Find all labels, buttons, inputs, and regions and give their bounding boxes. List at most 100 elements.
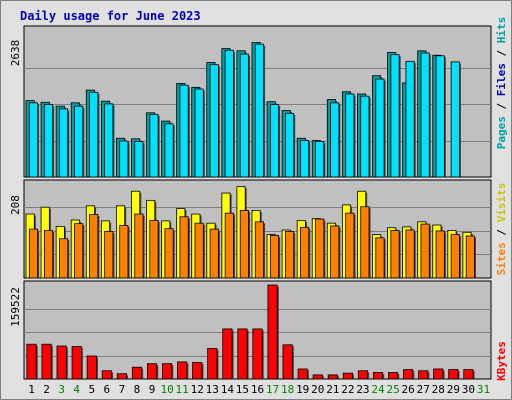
bar-kbytes-day-20 bbox=[312, 374, 323, 380]
bar-kbytes-day-30 bbox=[463, 369, 474, 380]
bar-kbytes-day-17 bbox=[267, 284, 278, 380]
legend-pages: Pages bbox=[495, 116, 508, 149]
bar-sites-day-24 bbox=[375, 237, 385, 279]
bar-kbytes-day-9 bbox=[146, 363, 158, 380]
bar-kbytes-day-12 bbox=[192, 362, 203, 380]
bar-sites-day-6 bbox=[104, 231, 114, 279]
x-tick-label-day-10: 10 bbox=[160, 383, 173, 396]
axis-max-label-kbytes: 159522 bbox=[9, 287, 22, 327]
bar-kbytes-day-16 bbox=[252, 328, 263, 380]
bar-hits-day-21 bbox=[330, 102, 340, 178]
bar-kbytes-day-19 bbox=[297, 368, 308, 380]
bar-kbytes-day-23 bbox=[357, 370, 369, 380]
bar-hits-day-28 bbox=[435, 55, 445, 178]
bar-hits-day-10 bbox=[164, 123, 174, 178]
x-tick-label-day-9: 9 bbox=[149, 383, 156, 396]
bar-sites-day-13 bbox=[209, 228, 219, 279]
bar-hits-day-9 bbox=[149, 114, 159, 178]
legend-kbytes: KBytes bbox=[495, 341, 508, 381]
bar-hits-day-4 bbox=[74, 105, 84, 178]
bar-kbytes-day-4 bbox=[71, 346, 82, 380]
bar-hits-day-13 bbox=[209, 64, 219, 178]
bar-hits-day-20 bbox=[315, 141, 325, 178]
bar-kbytes-day-22 bbox=[342, 372, 353, 380]
bar-kbytes-day-14 bbox=[222, 328, 233, 380]
bar-sites-day-22 bbox=[345, 212, 355, 279]
bar-hits-day-17 bbox=[269, 104, 280, 178]
bar-sites-day-29 bbox=[450, 234, 460, 279]
bar-hits-day-18 bbox=[285, 112, 295, 178]
x-tick-label-day-11: 11 bbox=[176, 383, 189, 396]
bar-hits-day-22 bbox=[345, 93, 355, 178]
bar-kbytes-day-27 bbox=[418, 370, 429, 380]
bar-kbytes-day-1 bbox=[26, 343, 37, 380]
bar-hits-day-2 bbox=[43, 104, 54, 178]
bar-hits-day-25 bbox=[390, 54, 400, 178]
bar-kbytes-day-7 bbox=[116, 373, 127, 380]
bar-sites-day-19 bbox=[300, 226, 310, 279]
legend-sep: / bbox=[495, 222, 508, 242]
bar-kbytes-day-18 bbox=[282, 344, 293, 380]
bar-kbytes-day-24 bbox=[372, 372, 384, 380]
bar-kbytes-day-13 bbox=[207, 347, 218, 380]
bar-sites-day-1 bbox=[28, 228, 38, 279]
bar-hits-day-24 bbox=[375, 78, 385, 178]
bar-sites-day-10 bbox=[164, 228, 174, 279]
bar-hits-day-15 bbox=[239, 53, 249, 178]
legend-sep: / bbox=[495, 96, 508, 116]
x-tick-label-day-21: 21 bbox=[326, 383, 339, 396]
legend-hits: Hits bbox=[495, 17, 508, 44]
bar-sites-day-25 bbox=[390, 230, 400, 279]
bar-hits-day-16 bbox=[254, 43, 264, 178]
x-tick-label-day-7: 7 bbox=[119, 383, 126, 396]
x-tick-label-day-31: 31 bbox=[477, 383, 490, 396]
bar-sites-day-26 bbox=[405, 229, 415, 279]
legend-sites: Sites bbox=[495, 242, 508, 275]
bar-sites-day-4 bbox=[74, 223, 84, 279]
bar-hits-day-6 bbox=[104, 103, 114, 178]
bar-hits-day-12 bbox=[194, 88, 204, 178]
bar-sites-day-16 bbox=[254, 221, 264, 279]
bar-sites-day-20 bbox=[315, 218, 325, 279]
x-tick-label-day-13: 13 bbox=[206, 383, 219, 396]
x-tick-label-day-14: 14 bbox=[221, 383, 235, 396]
bar-kbytes-day-28 bbox=[433, 368, 444, 380]
x-tick-label-day-26: 26 bbox=[402, 383, 415, 396]
bar-kbytes-day-25 bbox=[388, 372, 399, 380]
x-tick-label-day-20: 20 bbox=[311, 383, 324, 396]
x-tick-label-day-8: 8 bbox=[134, 383, 141, 396]
bar-sites-day-12 bbox=[194, 222, 204, 279]
legend-sites-visits: Sites / Visits bbox=[495, 183, 508, 276]
bar-sites-day-15 bbox=[239, 210, 249, 279]
bar-sites-day-23 bbox=[360, 206, 370, 279]
x-tick-label-day-24: 24 bbox=[371, 383, 385, 396]
bar-sites-day-30 bbox=[465, 235, 475, 279]
bar-sites-day-17 bbox=[269, 235, 280, 279]
bar-kbytes-day-5 bbox=[86, 355, 97, 380]
x-tick-label-day-27: 27 bbox=[417, 383, 430, 396]
bar-kbytes-day-21 bbox=[327, 374, 338, 380]
bar-sites-day-3 bbox=[59, 238, 69, 279]
x-tick-label-day-30: 30 bbox=[462, 383, 475, 396]
x-tick-label-day-12: 12 bbox=[191, 383, 204, 396]
bar-sites-day-9 bbox=[149, 220, 159, 279]
x-tick-label-day-2: 2 bbox=[43, 383, 50, 396]
legend-visits: Visits bbox=[495, 183, 508, 223]
x-tick-label-day-16: 16 bbox=[251, 383, 264, 396]
x-tick-label-day-15: 15 bbox=[236, 383, 249, 396]
bar-kbytes-day-2 bbox=[41, 343, 52, 380]
bar-sites-day-8 bbox=[134, 213, 144, 279]
bar-hits-day-14 bbox=[224, 49, 234, 178]
x-tick-label-day-1: 1 bbox=[28, 383, 35, 396]
bar-hits-day-1 bbox=[28, 102, 38, 178]
bar-sites-day-28 bbox=[435, 230, 445, 279]
bar-hits-day-8 bbox=[134, 141, 144, 178]
legend-hits-files-pages: Pages / Files / Hits bbox=[495, 17, 508, 150]
bar-sites-day-2 bbox=[43, 230, 54, 279]
bar-hits-day-26 bbox=[405, 60, 415, 178]
x-tick-label-day-23: 23 bbox=[356, 383, 369, 396]
x-tick-label-day-25: 25 bbox=[386, 383, 399, 396]
x-tick-label-day-17: 17 bbox=[266, 383, 279, 396]
bar-hits-day-29 bbox=[450, 61, 460, 178]
